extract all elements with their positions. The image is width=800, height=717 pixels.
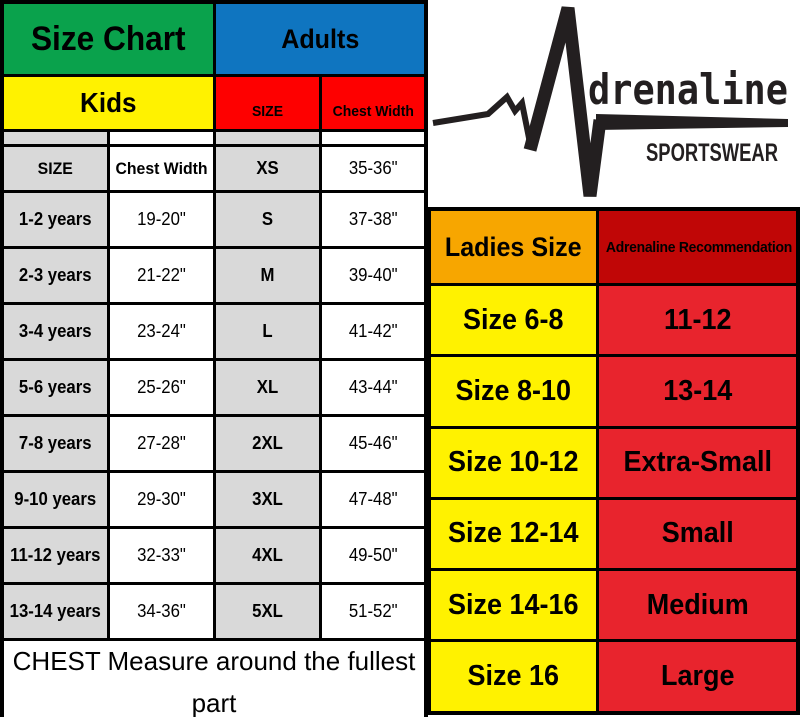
spacer-cell: [212, 129, 322, 147]
recommendation-header-cell: Adrenaline Recommendation: [595, 207, 800, 286]
table-row: 13-14 years 34-36" 5XL 51-52": [0, 582, 428, 641]
kids-size-cell: 11-12 years: [0, 526, 110, 585]
recommendation-cell: Extra-Small: [595, 425, 800, 500]
adult-size-cell: 3XL: [212, 470, 322, 529]
adult-chest-cell: 47-48": [318, 470, 428, 529]
recommendation-cell: Medium: [595, 567, 800, 643]
adult-size-cell: 4XL: [212, 526, 322, 585]
kids-header-cell: Kids: [0, 74, 216, 132]
adult-chest-cell: 41-42": [318, 302, 428, 361]
logo-brand-text: drenaline: [588, 65, 788, 114]
ladies-size-cell: Size 8-10: [427, 354, 599, 429]
table-row: 5-6 years 25-26" XL 43-44": [0, 358, 428, 417]
table-row: 9-10 years 29-30" 3XL 47-48": [0, 470, 428, 529]
heartbeat-ekg-icon: drenaline SPORTSWEAR: [432, 6, 788, 197]
kids-chest-cell: 25-26": [106, 358, 216, 417]
adults-header-cell: Adults: [212, 0, 428, 77]
table-row: SIZE Chest Width XS 35-36": [0, 144, 428, 193]
kids-header: Kids: [80, 87, 137, 118]
ladies-size-cell: Size 6-8: [427, 282, 599, 358]
ladies-size-cell: Size 10-12: [427, 425, 599, 500]
ladies-size-table: Ladies Size Adrenaline Recommendation Si…: [427, 207, 800, 715]
adult-chest-cell: 39-40": [318, 246, 428, 305]
kids-size-cell: 1-2 years: [0, 190, 110, 249]
kids-size-cell: 5-6 years: [0, 358, 110, 417]
size-chart-title: Size Chart: [30, 19, 186, 58]
kids-chest-cell: 19-20": [106, 190, 216, 249]
kids-size-cell: 7-8 years: [0, 414, 110, 473]
size-chart-table: Size Chart Adults Kids SIZE Chest Width …: [0, 0, 429, 717]
kids-chest-cell: 27-28": [106, 414, 216, 473]
adults-size-col-header: SIZE: [212, 74, 322, 132]
adult-size-cell: L: [212, 302, 322, 361]
kids-size-col-header: SIZE: [0, 144, 110, 193]
spacer-cell: [318, 129, 428, 147]
ladies-size-header: Ladies Size: [444, 231, 582, 262]
adult-size-cell: XS: [212, 144, 322, 193]
adults-header: Adults: [280, 23, 359, 54]
kids-chest-cell: 23-24": [106, 302, 216, 361]
recommendation-header: Adrenaline Recommendation: [605, 238, 792, 256]
adult-size-cell: M: [212, 246, 322, 305]
table-row: 1-2 years 19-20" S 37-38": [0, 190, 428, 249]
kids-chest-cell: 34-36": [106, 582, 216, 641]
table-row: 7-8 years 27-28" 2XL 45-46": [0, 414, 428, 473]
recommendation-cell: Small: [595, 496, 800, 572]
adult-chest-cell: 45-46": [318, 414, 428, 473]
ladies-size-cell: Size 12-14: [427, 496, 599, 572]
ladies-size-cell: Size 16: [427, 639, 599, 715]
table-row: Size 16 Large: [427, 639, 800, 715]
table-row: Size 10-12 Extra-Small: [427, 425, 800, 500]
spacer-row: [0, 129, 428, 147]
table-row: 3-4 years 23-24" L 41-42": [0, 302, 428, 361]
kids-chest-cell: 21-22": [106, 246, 216, 305]
recommendation-cell: 11-12: [595, 282, 800, 358]
size-chart-title-cell: Size Chart: [0, 0, 216, 77]
table-row: Size 14-16 Medium: [427, 567, 800, 643]
kids-size-cell: 13-14 years: [0, 582, 110, 641]
measure-note-row: CHEST Measure around the fullest part of…: [0, 638, 428, 717]
table-row: 11-12 years 32-33" 4XL 49-50": [0, 526, 428, 585]
spacer-cell: [106, 129, 216, 147]
adult-size-cell: S: [212, 190, 322, 249]
adult-size-cell: 2XL: [212, 414, 322, 473]
kids-size-cell: 9-10 years: [0, 470, 110, 529]
recommendation-cell: Large: [595, 639, 800, 715]
measure-note-line1: CHEST Measure around the fullest part: [12, 646, 416, 717]
adult-size-cell: XL: [212, 358, 322, 417]
kids-chest-cell: 29-30": [106, 470, 216, 529]
spacer-cell: [0, 129, 110, 147]
adult-chest-cell: 51-52": [318, 582, 428, 641]
kids-chest-cell: 32-33": [106, 526, 216, 585]
recommendation-cell: 13-14: [595, 354, 800, 429]
adult-size-cell: 5XL: [212, 582, 322, 641]
adult-chest-cell: 35-36": [318, 144, 428, 193]
adult-chest-cell: 49-50": [318, 526, 428, 585]
ladies-size-cell: Size 14-16: [427, 567, 599, 643]
kids-size-cell: 2-3 years: [0, 246, 110, 305]
adrenaline-logo: drenaline SPORTSWEAR: [430, 0, 800, 207]
adult-chest-cell: 37-38": [318, 190, 428, 249]
ladies-size-header-cell: Ladies Size: [427, 207, 599, 286]
table-row: Size 6-8 11-12: [427, 282, 800, 358]
adult-chest-cell: 43-44": [318, 358, 428, 417]
table-row: Size 12-14 Small: [427, 496, 800, 572]
table-row: Size 8-10 13-14: [427, 354, 800, 429]
table-row: 2-3 years 21-22" M 39-40": [0, 246, 428, 305]
adults-chest-col-header: Chest Width: [318, 74, 428, 132]
logo-subtitle-text: SPORTSWEAR: [646, 139, 778, 167]
measure-note: CHEST Measure around the fullest part of…: [0, 638, 428, 717]
kids-chest-col-header: Chest Width: [106, 144, 216, 193]
kids-size-cell: 3-4 years: [0, 302, 110, 361]
